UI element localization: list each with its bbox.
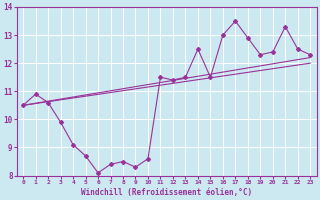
- X-axis label: Windchill (Refroidissement éolien,°C): Windchill (Refroidissement éolien,°C): [81, 188, 252, 197]
